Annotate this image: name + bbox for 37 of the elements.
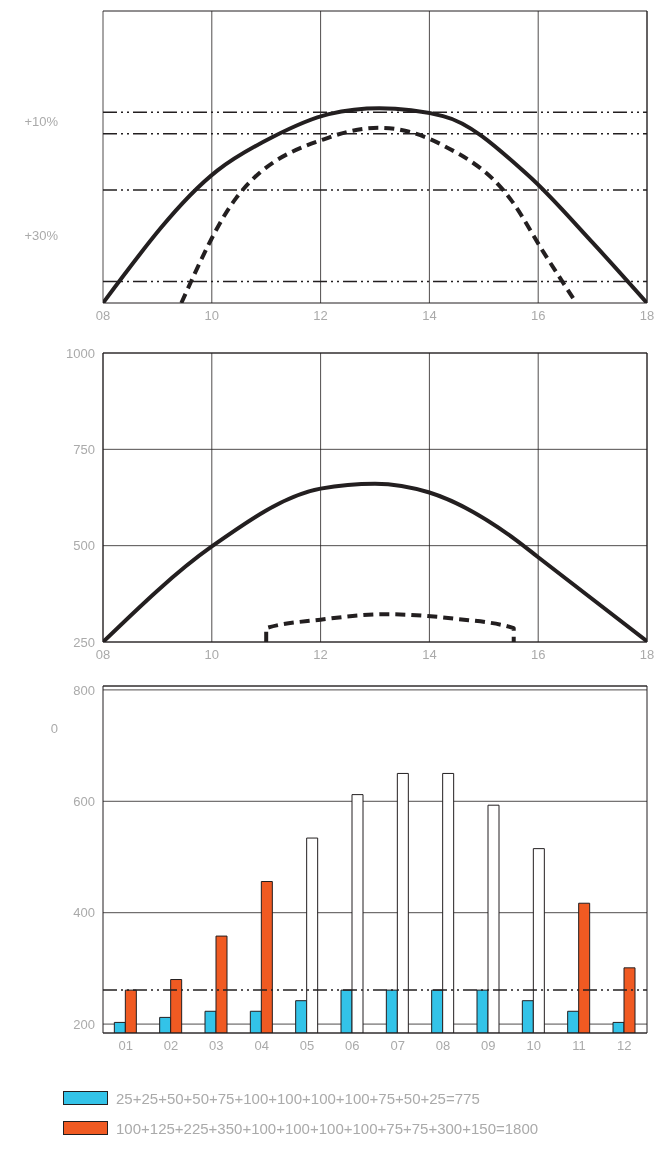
text: 0 bbox=[49, 721, 58, 736]
x-tick-label: 10 bbox=[204, 308, 220, 324]
x-tick-label: 08 bbox=[435, 1038, 451, 1054]
y-tick-label: 600 bbox=[73, 793, 95, 809]
x-tick-label: 08 bbox=[95, 308, 111, 324]
x-tick-label: 10 bbox=[526, 1038, 541, 1054]
x-tick-label: 03 bbox=[209, 1038, 224, 1054]
x-tick-label: 18 bbox=[639, 647, 655, 663]
legend-label: 25+25+50+50+75+100+100+100+100+75+50+25=775 bbox=[116, 1089, 480, 1107]
x-tick-label: 02 bbox=[163, 1038, 179, 1054]
y-tick-label: 800 bbox=[73, 682, 95, 698]
x-tick-label: 16 bbox=[530, 308, 546, 324]
x-tick-label: 05 bbox=[299, 1038, 315, 1054]
y-tick-label: 750 bbox=[73, 441, 95, 457]
x-tick-label: 14 bbox=[422, 308, 437, 324]
y-tick-label: 200 bbox=[73, 1016, 95, 1032]
y-tick-label: 400 bbox=[73, 905, 95, 921]
x-tick-label: 12 bbox=[313, 647, 328, 663]
text: +10% bbox=[23, 114, 58, 130]
x-tick-label: 10 bbox=[204, 647, 220, 663]
x-tick-label: 14 bbox=[422, 647, 437, 663]
x-tick-label: 12 bbox=[313, 308, 328, 324]
x-tick-label: 08 bbox=[95, 647, 111, 663]
x-tick-label: 16 bbox=[530, 647, 546, 663]
y-tick-label: 1000 bbox=[66, 345, 95, 361]
x-tick-label: 01 bbox=[118, 1038, 133, 1054]
x-tick-label: 04 bbox=[254, 1038, 269, 1054]
x-tick-label: 09 bbox=[481, 1038, 496, 1054]
y-tick-label: 500 bbox=[73, 538, 95, 554]
x-tick-label: 18 bbox=[639, 308, 655, 324]
text: +30% bbox=[23, 227, 58, 243]
x-tick-label: 07 bbox=[390, 1038, 405, 1054]
x-tick-label: 12 bbox=[617, 1038, 632, 1054]
y-tick-label: 250 bbox=[73, 634, 95, 650]
x-tick-label: 06 bbox=[345, 1038, 360, 1054]
x-tick-label: 11 bbox=[572, 1038, 586, 1054]
legend-label: 100+125+225+350+100+100+100+100+75+75+300+150=1800 bbox=[116, 1119, 539, 1137]
